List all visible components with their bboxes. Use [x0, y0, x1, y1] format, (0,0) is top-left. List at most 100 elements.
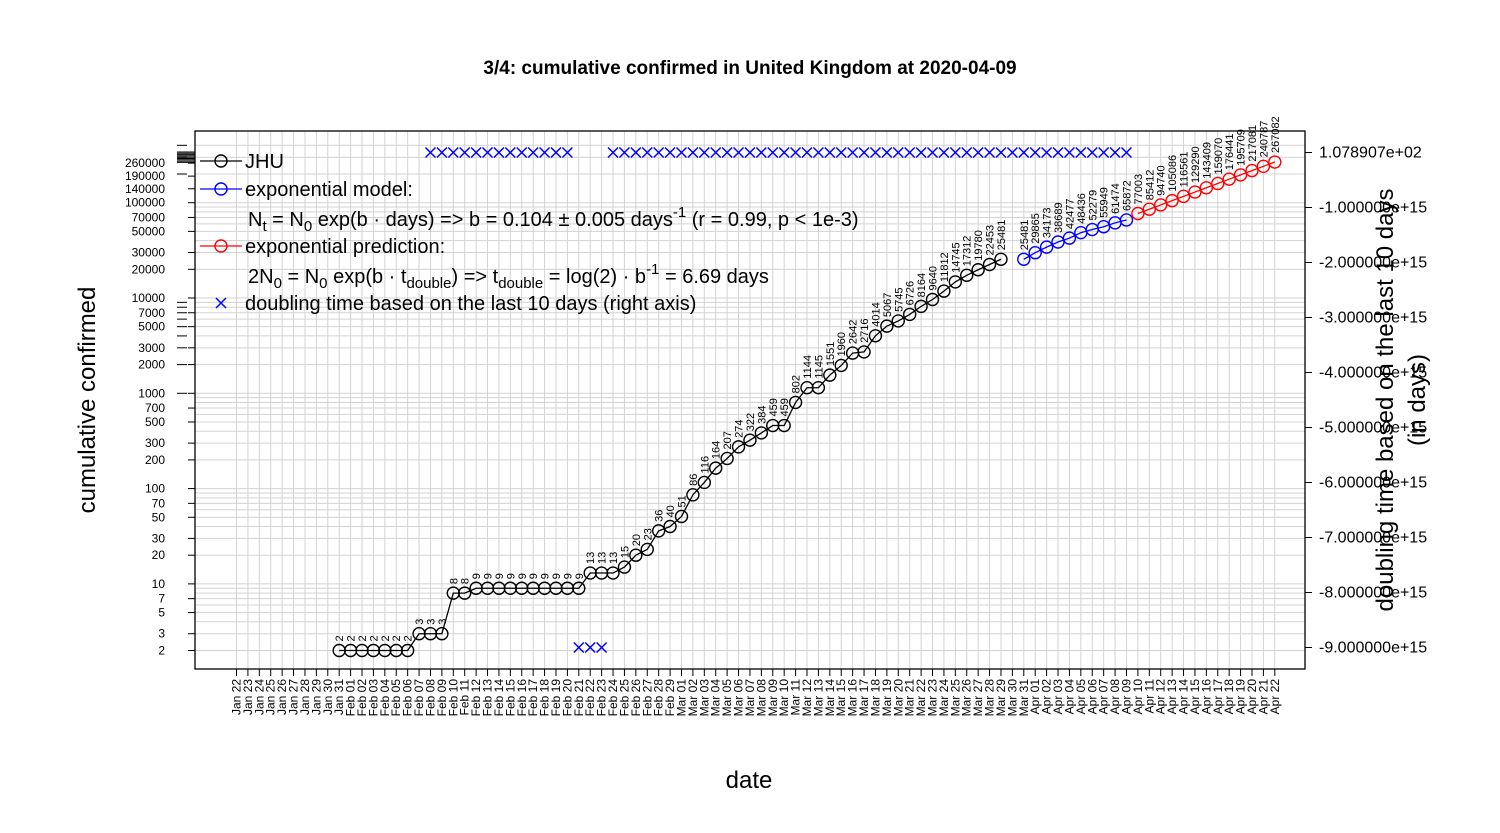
y-tick-label: 70: [152, 496, 166, 510]
x-axis-label: date: [726, 767, 773, 794]
x-tick-label: Feb 16: [515, 679, 529, 717]
prediction-point: [1211, 176, 1225, 191]
doubling-mark: [812, 146, 824, 159]
model-point: [1028, 246, 1042, 260]
y-tick-label: 20000: [132, 262, 166, 276]
data-label: 77003: [1133, 174, 1145, 205]
observed-point: [960, 268, 974, 282]
doubling-mark: [961, 146, 973, 159]
x-tick-label: Mar 06: [732, 679, 746, 717]
doubling-mark: [1086, 146, 1098, 159]
observed-point: [811, 380, 826, 395]
observed-point: [868, 329, 883, 343]
doubling-mark: [1075, 146, 1087, 159]
doubling-mark: [436, 146, 448, 159]
x-tick-label: Apr 18: [1222, 679, 1236, 715]
doubling-mark: [892, 146, 904, 159]
y-tick-label: 500: [145, 415, 165, 429]
data-label: 267082: [1270, 116, 1282, 153]
observed-point: [948, 275, 963, 289]
y-tick-label: 300: [145, 436, 165, 450]
y-tick-label: 200: [145, 453, 165, 467]
x-tick-label: Feb 01: [344, 679, 358, 717]
doubling-mark: [1041, 146, 1053, 159]
y2-axis-label-line1: doubling time based on the last 10 days: [1372, 189, 1399, 612]
x-tick-label: Feb 06: [401, 679, 415, 717]
y-tick-label: 190000: [125, 169, 165, 183]
doubling-mark: [459, 146, 471, 159]
x-tick-label: Feb 05: [389, 679, 403, 717]
x-tick-label: Mar 11: [789, 679, 803, 716]
y-axis-label: cumulative confirmed: [74, 287, 101, 514]
data-label: 29865: [1030, 213, 1042, 244]
data-label: 8: [460, 578, 472, 584]
observed-point: [937, 284, 951, 298]
legend-label: exponential model:: [245, 179, 413, 201]
y2-tick-label: -2.000000e+15: [1319, 255, 1427, 272]
x-tick-label: Apr 06: [1085, 679, 1099, 715]
data-label: 9: [494, 573, 506, 579]
x-tick-label: Mar 13: [811, 679, 825, 717]
data-label: 14745: [950, 242, 962, 273]
y-tick-label: 50: [152, 510, 166, 524]
plot-frame: [194, 130, 1306, 670]
x-tick-label: Mar 12: [800, 679, 814, 717]
y-tick-label: 7: [158, 592, 165, 606]
y-tick-label: 100: [145, 482, 165, 496]
x-tick-label: Mar 30: [1005, 679, 1019, 717]
doubling-mark: [915, 146, 927, 159]
y-tick-label: 5000: [138, 320, 165, 334]
y-tick-label: 1000: [138, 386, 165, 400]
x-tick-label: Apr 03: [1051, 679, 1065, 715]
data-label: 38689: [1053, 202, 1065, 233]
x-tick-label: Mar 01: [674, 679, 688, 717]
doubling-mark: [733, 146, 745, 159]
doubling-mark: [710, 146, 722, 159]
x-tick-label: Feb 10: [446, 679, 460, 717]
x-tick-label: Feb 24: [606, 679, 620, 717]
data-label: 2: [391, 635, 403, 641]
x-tick-label: Mar 15: [834, 679, 848, 717]
observed-line: [339, 258, 1002, 652]
doubling-mark: [778, 146, 790, 159]
data-label: 9: [540, 573, 552, 579]
data-label: 2: [334, 635, 346, 641]
data-label: 9: [528, 573, 540, 579]
x-tick-label: Feb 07: [412, 679, 426, 717]
x-tick-label: Apr 13: [1165, 679, 1179, 715]
doubling-mark: [972, 146, 984, 159]
x-tick-label: Mar 17: [857, 679, 871, 717]
x-tick-label: Mar 24: [937, 679, 951, 717]
doubling-mark: [1120, 146, 1133, 159]
observed-point: [458, 586, 472, 600]
doubling-mark: [744, 146, 756, 159]
doubling-mark: [698, 146, 710, 159]
legend-doubling-icon: [215, 297, 227, 309]
doubling-mark: [516, 146, 528, 159]
y-tick-label: 260000: [125, 156, 165, 170]
doubling-mark: [790, 146, 802, 159]
observed-point: [640, 542, 654, 557]
data-label: 195709: [1236, 129, 1248, 166]
data-label: 9: [574, 573, 586, 579]
x-tick-label: Jan 29: [309, 679, 323, 715]
model-formula: Nt = N0 exp(b · days) => b = 0.104 ± 0.0…: [248, 204, 859, 235]
prediction-point: [1245, 163, 1259, 178]
y2-tick-label: -1.000000e+15: [1319, 200, 1427, 217]
doubling-mark: [687, 146, 699, 159]
data-label: 55949: [1099, 187, 1111, 218]
x-tick-label: Mar 31: [1017, 679, 1031, 717]
doubling-mark: [584, 641, 596, 654]
legend-observed-point-icon: [214, 154, 228, 168]
x-tick-label: Apr 21: [1256, 679, 1270, 715]
y2-tick-label: -9.000000e+15: [1319, 640, 1427, 657]
doubling-mark: [618, 146, 630, 159]
data-label: 9640: [928, 266, 940, 290]
x-tick-label: Mar 05: [720, 679, 734, 717]
prediction-point: [1142, 202, 1157, 216]
data-label: 4014: [870, 302, 882, 326]
x-tick-label: Apr 19: [1234, 679, 1248, 715]
